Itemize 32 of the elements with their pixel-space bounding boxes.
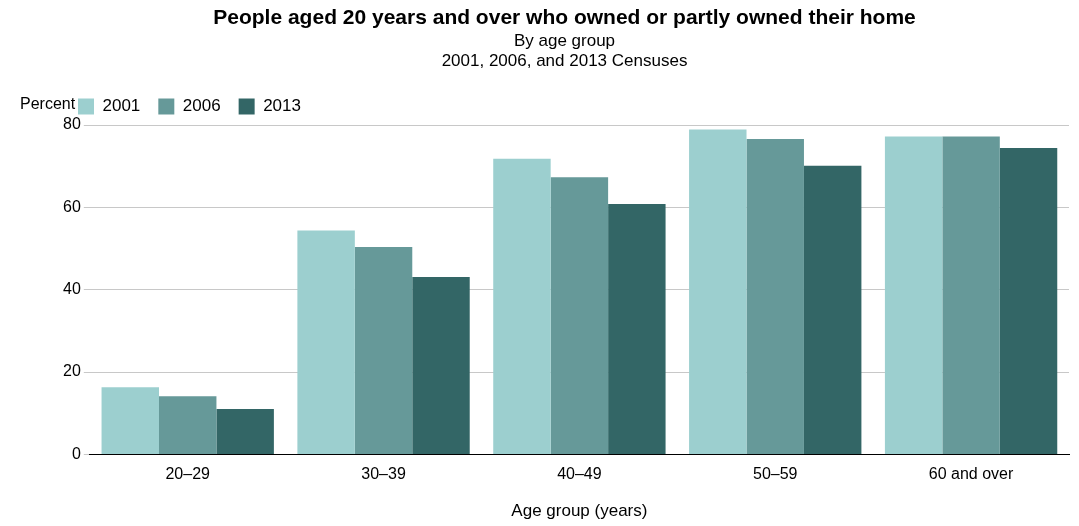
bar: [101, 387, 159, 454]
y-tick-label: 0: [71, 444, 81, 462]
y-tick-label: 20: [63, 362, 81, 380]
bar: [412, 276, 470, 454]
chart-subtitle: By age group 2001, 2006, and 2013 Censuses: [441, 31, 688, 71]
bar: [746, 139, 804, 454]
bar: [999, 148, 1058, 454]
bar: [216, 409, 274, 454]
bar: [493, 158, 551, 454]
y-tick-label: 60: [63, 197, 81, 215]
bar: [803, 165, 862, 454]
bar: [354, 246, 413, 454]
legend-label: 2013: [263, 96, 301, 116]
x-axis-title: Age group (years): [511, 501, 648, 521]
y-tick-label: 40: [63, 280, 81, 298]
x-tick-label: 30–39: [361, 465, 406, 483]
chart-title: People aged 20 years and over who owned or partly owned their home: [213, 5, 916, 29]
legend-label: 2006: [182, 96, 221, 116]
bar: [158, 396, 217, 454]
bar: [689, 129, 747, 454]
x-tick-label: 50–59: [752, 465, 798, 483]
x-tick-label: 20–29: [165, 465, 211, 483]
bar: [884, 136, 943, 454]
bar: [297, 230, 355, 454]
bar: [608, 204, 666, 454]
x-tick-label: 40–49: [557, 465, 602, 483]
y-tick-label: 80: [63, 115, 81, 133]
y-axis-title: Percent: [20, 95, 76, 113]
legend-label: 2001: [102, 96, 141, 116]
x-tick-label: 60 and over: [928, 465, 1014, 483]
bar: [942, 136, 1000, 454]
bar: [550, 177, 609, 454]
